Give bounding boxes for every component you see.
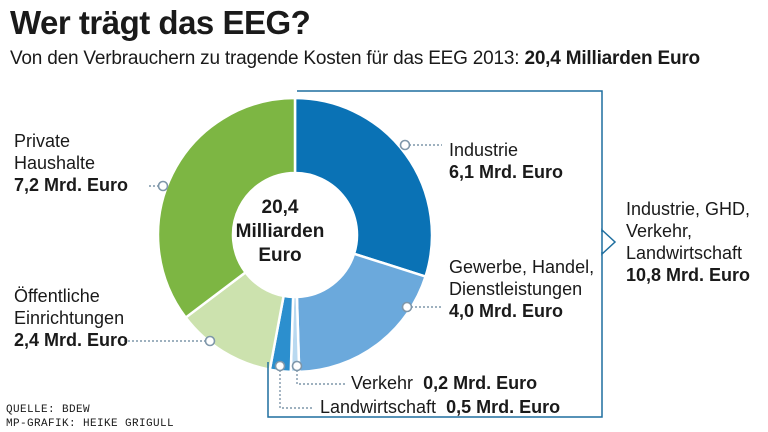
- center-label: 20,4 Milliarden Euro: [230, 196, 330, 268]
- slice-industrie: [293, 96, 434, 279]
- leader-dot-oeffentlich: [204, 335, 216, 347]
- label-private-value: 7,2 Mrd. Euro: [14, 175, 129, 195]
- label-private-line-2: Haushalte: [14, 153, 96, 173]
- label-verkehr: Verkehr 0,2 Mrd. Euro: [351, 372, 537, 394]
- leader-dot-verkehr: [291, 360, 303, 372]
- subtitle-total: 20,4 Milliarden Euro: [524, 48, 700, 69]
- label-industrie-value: 6,1 Mrd. Euro: [449, 162, 564, 182]
- label-oeffentlich-line-1: Öffentliche: [14, 286, 100, 306]
- leader-dot-ghd: [401, 301, 413, 313]
- label-group-value: 10,8 Mrd. Euro: [626, 265, 751, 285]
- label-ghd-line-2: Dienstleistungen: [449, 279, 583, 299]
- label-group-line-3: Landwirtschaft: [626, 243, 743, 263]
- source-credit: QUELLE: BDEW: [6, 404, 91, 416]
- leader-dot-private: [157, 180, 169, 192]
- label-industrie-name: Industrie: [449, 140, 519, 160]
- group-bracket-bottom: [267, 252, 603, 418]
- label-oeffentlich-value: 2,4 Mrd. Euro: [14, 330, 129, 350]
- group-bracket-top: [297, 90, 603, 232]
- label-industrie: Industrie 6,1 Mrd. Euro: [449, 139, 563, 183]
- leader-verkehr: [296, 366, 345, 385]
- label-group: Industrie, GHD, Verkehr, Landwirtschaft …: [626, 198, 750, 286]
- label-group-line-1: Industrie, GHD,: [626, 199, 751, 219]
- center-line-2: Milliarden: [235, 221, 325, 242]
- label-group-line-2: Verkehr,: [626, 221, 693, 241]
- subtitle-prefix: Von den Verbrauchern zu tragende Kosten …: [10, 48, 520, 69]
- leader-dot-industrie: [399, 139, 411, 151]
- leader-landwirtschaft: [279, 366, 314, 409]
- label-private: Private Haushalte 7,2 Mrd. Euro: [14, 130, 128, 196]
- graphic-credit: MP-GRAFIK: HEIKE GRIGULL: [6, 418, 175, 430]
- label-ghd: Gewerbe, Handel, Dienstleistungen 4,0 Mr…: [449, 256, 594, 322]
- label-oeffentlich: Öffentliche Einrichtungen 2,4 Mrd. Euro: [14, 285, 128, 351]
- slice-private: [156, 96, 297, 320]
- label-landwirtschaft-value: 0,5 Mrd. Euro: [446, 397, 561, 417]
- chart-title: Wer trägt das EEG?: [10, 4, 311, 41]
- label-landwirtschaft-name: Landwirtschaft: [320, 397, 437, 417]
- label-ghd-line-1: Gewerbe, Handel,: [449, 257, 595, 277]
- center-line-1: 20,4: [261, 197, 299, 218]
- label-verkehr-name: Verkehr: [351, 373, 414, 393]
- label-oeffentlich-line-2: Einrichtungen: [14, 308, 125, 328]
- label-verkehr-value: 0,2 Mrd. Euro: [423, 373, 538, 393]
- label-landwirtschaft: Landwirtschaft 0,5 Mrd. Euro: [320, 396, 560, 418]
- label-ghd-value: 4,0 Mrd. Euro: [449, 301, 564, 321]
- center-line-3: Euro: [258, 245, 302, 266]
- group-bracket-arrow: [601, 228, 617, 256]
- label-private-line-1: Private: [14, 131, 71, 151]
- slice-ghd: [295, 252, 428, 374]
- chart-subtitle: Von den Verbrauchern zu tragende Kosten …: [10, 48, 700, 70]
- leader-dot-landwirtschaft: [274, 360, 286, 372]
